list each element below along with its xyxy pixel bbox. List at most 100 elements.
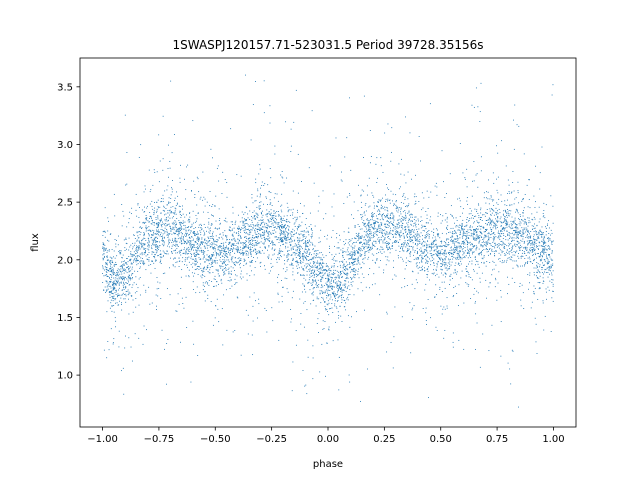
data-point [160,263,162,264]
data-point [391,248,393,249]
data-point [291,262,292,264]
data-point [207,259,209,261]
data-point [378,224,380,226]
data-point [381,233,383,235]
data-point [495,214,497,216]
data-point [351,270,353,272]
data-point [542,248,544,250]
data-point [409,234,411,236]
data-point [455,238,457,240]
data-point [538,206,540,208]
data-point [454,238,456,240]
data-point [268,211,270,213]
data-point [132,226,134,228]
data-point [327,234,328,236]
data-point [491,233,493,235]
data-point [303,277,305,279]
data-point [275,221,277,223]
data-point [457,263,459,265]
data-point [243,213,245,215]
data-point [143,247,145,249]
data-point [300,230,302,232]
data-point [230,221,232,223]
data-point [344,272,346,274]
data-point [299,246,301,248]
data-point [128,259,130,261]
data-point [151,236,153,238]
data-point [318,313,320,314]
data-point [198,238,200,240]
data-point [452,253,454,255]
data-point [532,241,534,243]
data-point [542,248,544,250]
data-point [526,235,528,237]
data-point [120,253,122,255]
data-point [538,231,540,233]
data-point [362,247,364,249]
data-point [530,250,531,252]
data-point [128,276,129,278]
data-point [263,184,265,186]
data-point [528,220,530,222]
data-point [416,253,418,255]
data-point [142,262,144,264]
data-point [473,234,475,236]
data-point [416,232,418,234]
data-point [512,221,513,223]
data-point [425,233,427,235]
data-point [307,263,309,265]
data-point [476,246,478,248]
data-point [265,196,267,198]
data-point [278,215,280,217]
data-point [516,210,518,212]
data-point [162,240,164,242]
data-point [200,250,202,252]
data-point [143,211,145,213]
data-point [403,236,405,238]
data-point [197,243,199,244]
data-point [383,206,385,208]
data-point [533,250,535,252]
data-point [103,253,105,255]
data-point [149,218,150,219]
data-point [344,156,346,158]
data-point [143,222,145,224]
data-point [306,255,307,257]
data-point [179,229,181,231]
data-point [363,242,365,244]
data-point [367,236,368,238]
data-point [514,227,516,228]
data-point [155,240,157,242]
data-point [495,227,497,229]
data-point [214,260,216,262]
data-point [357,210,359,212]
data-point [200,241,202,243]
data-point [226,182,228,184]
data-point [407,224,409,226]
data-point [361,273,363,275]
data-point [220,245,221,247]
data-point [545,242,547,244]
data-point [201,277,203,279]
data-point [460,227,462,229]
data-point [424,289,426,291]
data-point [346,273,348,275]
data-point [418,136,420,137]
data-point [443,254,445,256]
data-point [449,266,451,268]
data-point [516,244,518,246]
data-point [164,227,166,229]
data-point [212,254,214,255]
data-point [240,258,242,260]
data-point [236,296,238,298]
data-point [104,236,106,238]
data-point [117,279,119,281]
data-point [262,214,264,216]
data-point [371,284,373,286]
data-point [367,258,369,260]
data-point [429,253,431,255]
data-point [302,261,304,263]
data-point [340,315,342,317]
data-point [546,224,548,226]
data-point [187,227,189,228]
